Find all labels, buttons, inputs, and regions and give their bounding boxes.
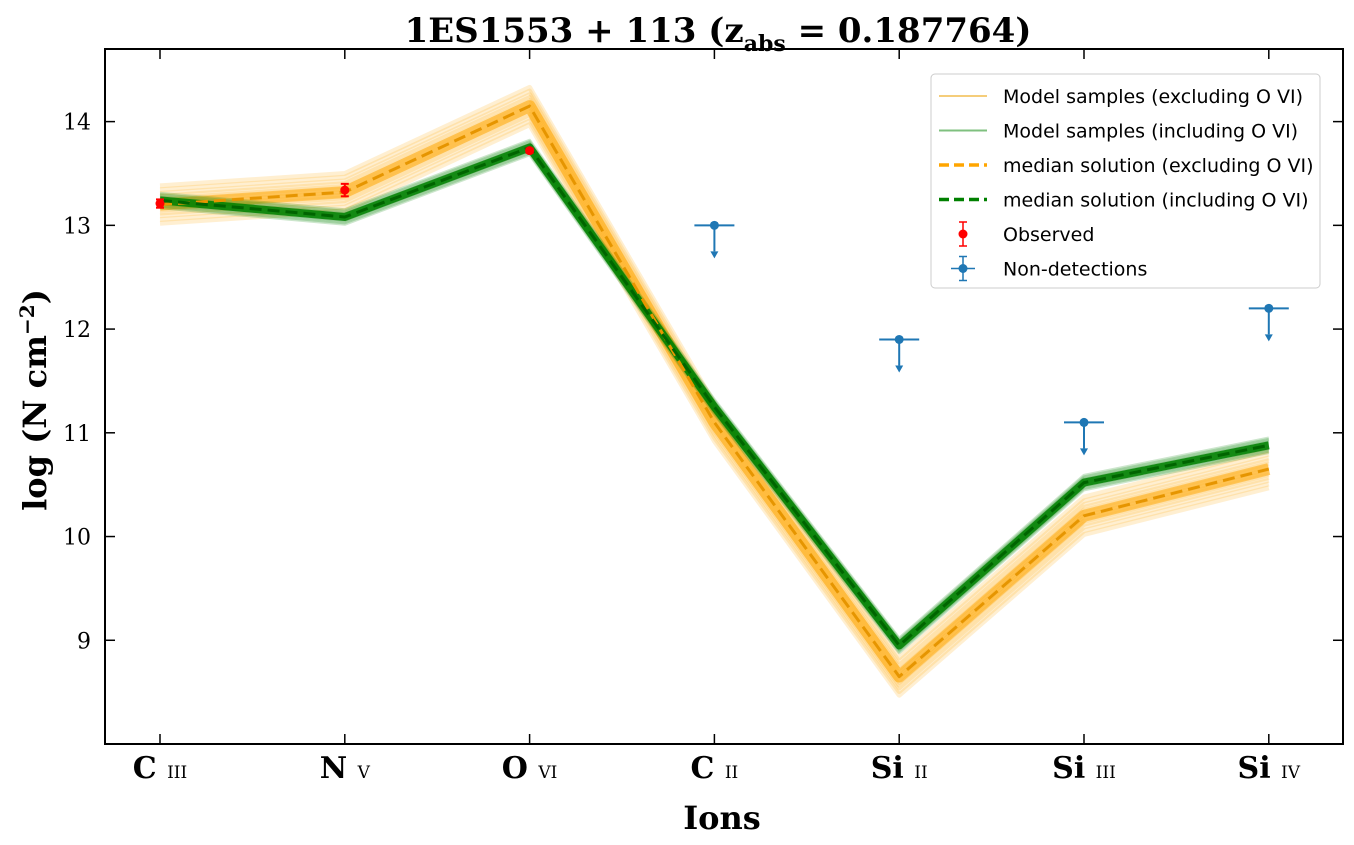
x-tick-label: Si ii	[871, 751, 928, 786]
sample-line-including	[159, 138, 1270, 640]
nondetection-point	[1079, 417, 1089, 427]
x-axis: C iii N v O vi C ii Si ii Si iii Si iv	[133, 49, 1301, 786]
y-tick-label: 14	[63, 111, 91, 136]
plot-content	[155, 84, 1289, 698]
sample-line-excluding	[159, 114, 1270, 691]
y-tick-label: 13	[63, 214, 91, 239]
nondetection-point	[894, 334, 904, 344]
legend-swatch-point	[958, 229, 968, 239]
median-line-including	[159, 146, 1270, 647]
x-tick-label: C iii	[133, 751, 187, 786]
x-tick-label: Si iii	[1052, 751, 1116, 786]
y-tick-label: 12	[63, 318, 91, 343]
legend-swatch-point	[958, 264, 968, 273]
y-axis: 9 10 11 12 13 14	[63, 111, 1343, 654]
legend-label: Non-detections	[1003, 259, 1147, 281]
legend: Model samples (excluding O VI) Model samp…	[930, 73, 1321, 289]
observed-point	[525, 146, 535, 156]
y-tick-label: 10	[63, 526, 91, 551]
nondetection-arrow-head	[710, 251, 719, 259]
nondetection-arrow-head	[895, 365, 904, 373]
legend-label: median solution (excluding O VI)	[1003, 155, 1313, 177]
y-tick-label: 11	[63, 422, 91, 447]
x-tick-label: Si iv	[1238, 751, 1301, 786]
sample-line-excluding	[159, 118, 1270, 694]
nondetection-point	[709, 220, 719, 230]
observed-point	[340, 185, 350, 195]
y-tick-label: 9	[77, 629, 91, 654]
sample-line-excluding	[159, 122, 1270, 698]
x-tick-label: O vi	[502, 751, 558, 786]
x-tick-label: C ii	[691, 751, 739, 786]
nondetection-point	[1264, 303, 1274, 313]
x-axis-title: Ions	[683, 799, 761, 837]
plot-frame	[104, 48, 1344, 745]
legend-box	[930, 73, 1321, 289]
y-axis-title: log (N cm−2)	[15, 289, 54, 511]
legend-label: Observed	[1003, 224, 1094, 246]
nondetection-arrow-head	[1080, 448, 1088, 456]
sample-line-including	[159, 153, 1270, 655]
chart-title: 1ES1553 + 113 (zabs = 0.187764)	[405, 11, 1032, 57]
legend-label: Model samples (including O VI)	[1003, 121, 1298, 143]
legend-label: median solution (including O VI)	[1003, 190, 1309, 212]
legend-label: Model samples (excluding O VI)	[1003, 86, 1303, 108]
plot-area	[155, 84, 1289, 698]
x-tick-label: N v	[320, 751, 371, 786]
nondetection-arrow-head	[1264, 334, 1273, 342]
observed-point	[155, 199, 165, 209]
